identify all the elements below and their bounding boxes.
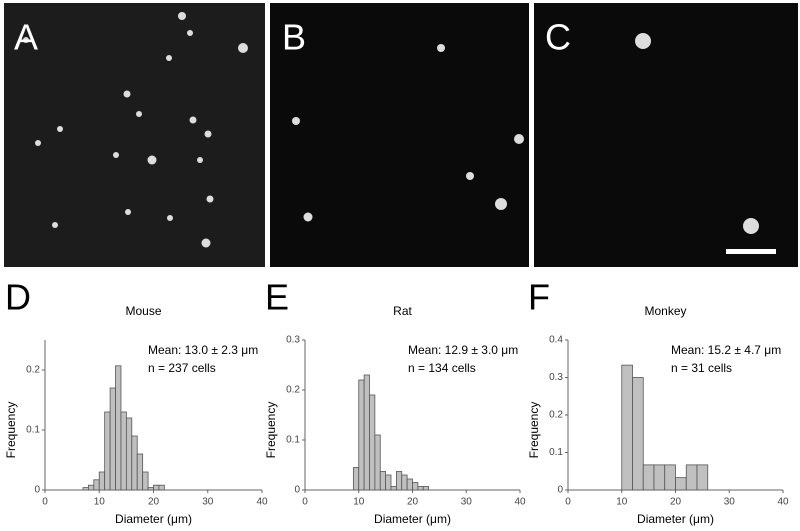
- y-tick-label: 0.2: [286, 385, 300, 396]
- bar: [664, 464, 676, 491]
- chart-title: Monkey: [644, 304, 686, 318]
- x-tick-label: 30: [461, 497, 473, 508]
- bar: [136, 453, 144, 491]
- y-axis-label: Frequency: [264, 402, 278, 459]
- bar: [412, 482, 419, 491]
- bar: [153, 484, 160, 491]
- panel-letter: E: [265, 277, 289, 318]
- bar: [147, 487, 154, 491]
- x-tick-label: 0: [565, 497, 571, 508]
- bar: [358, 379, 365, 491]
- bar: [401, 474, 408, 491]
- panel-letter: C: [545, 17, 571, 58]
- bar: [675, 477, 687, 491]
- bar: [93, 479, 100, 491]
- x-tick-label: 10: [94, 497, 106, 508]
- bar: [120, 411, 127, 491]
- annotation: n = 237 cells: [148, 361, 216, 375]
- bar: [390, 486, 397, 491]
- y-tick-label: 0.1: [26, 425, 40, 436]
- micrograph-a: [4, 3, 265, 267]
- bar: [109, 387, 116, 491]
- panel-letter: D: [5, 277, 31, 318]
- annotation: Mean: 15.2 ± 4.7 μm: [671, 343, 781, 357]
- bar: [352, 467, 360, 491]
- x-tick-label: 0: [302, 497, 308, 508]
- x-axis-label: Diameter (μm): [637, 512, 714, 526]
- y-tick-label: 0.2: [26, 365, 40, 376]
- bar: [142, 471, 149, 491]
- annotation: Mean: 13.0 ± 2.3 μm: [148, 343, 258, 357]
- x-tick-label: 40: [514, 497, 526, 508]
- bar: [374, 434, 381, 491]
- y-axis-label: Frequency: [527, 402, 541, 459]
- bar: [82, 487, 89, 491]
- x-tick-label: 40: [777, 497, 789, 508]
- x-tick-label: 20: [407, 497, 419, 508]
- bar: [653, 464, 666, 491]
- bar: [158, 484, 165, 491]
- bar: [632, 377, 644, 491]
- bar: [115, 365, 122, 491]
- bar: [98, 471, 106, 491]
- bar: [379, 471, 387, 491]
- x-tick-label: 30: [724, 497, 736, 508]
- x-axis-label: Diameter (μm): [374, 512, 451, 526]
- bar: [88, 484, 95, 491]
- x-tick-label: 10: [353, 497, 365, 508]
- x-tick-label: 10: [616, 497, 628, 508]
- panel-letter: B: [282, 17, 306, 58]
- bar: [422, 486, 430, 491]
- bar: [369, 394, 376, 491]
- x-tick-label: 30: [202, 497, 214, 508]
- x-tick-label: 20: [148, 497, 160, 508]
- panel-letter: F: [528, 277, 550, 318]
- x-tick-label: 0: [42, 497, 48, 508]
- y-tick-label: 0.1: [286, 435, 300, 446]
- y-tick-label: 0: [557, 485, 563, 496]
- bar: [125, 417, 133, 491]
- annotation: n = 134 cells: [408, 361, 476, 375]
- scale-bar: [726, 249, 776, 254]
- y-axis-label: Frequency: [4, 402, 18, 459]
- y-tick-label: 0.2: [549, 410, 563, 421]
- x-tick-label: 20: [670, 497, 682, 508]
- y-tick-label: 0.4: [549, 335, 563, 346]
- panel-letter: A: [14, 17, 38, 58]
- bar: [131, 435, 138, 491]
- bar: [696, 464, 709, 491]
- bar: [104, 411, 111, 491]
- bar: [642, 464, 655, 491]
- chart-title: Mouse: [125, 304, 161, 318]
- bar: [685, 464, 698, 491]
- micrograph-c: [534, 3, 798, 267]
- annotation: Mean: 12.9 ± 3.0 μm: [408, 343, 518, 357]
- x-axis-label: Diameter (μm): [115, 512, 192, 526]
- bar: [385, 474, 392, 491]
- bar: [621, 364, 633, 491]
- x-tick-label: 40: [256, 497, 268, 508]
- bar: [395, 471, 403, 491]
- chart-title: Rat: [393, 304, 412, 318]
- micrograph-b: [270, 3, 529, 267]
- y-tick-label: 0.3: [549, 372, 563, 383]
- annotation: n = 31 cells: [671, 361, 732, 375]
- y-tick-label: 0: [34, 485, 40, 496]
- bar: [406, 478, 413, 491]
- bar: [363, 374, 370, 491]
- bar: [417, 486, 424, 491]
- y-tick-label: 0.3: [286, 335, 300, 346]
- y-tick-label: 0.1: [549, 447, 563, 458]
- y-tick-label: 0: [294, 485, 300, 496]
